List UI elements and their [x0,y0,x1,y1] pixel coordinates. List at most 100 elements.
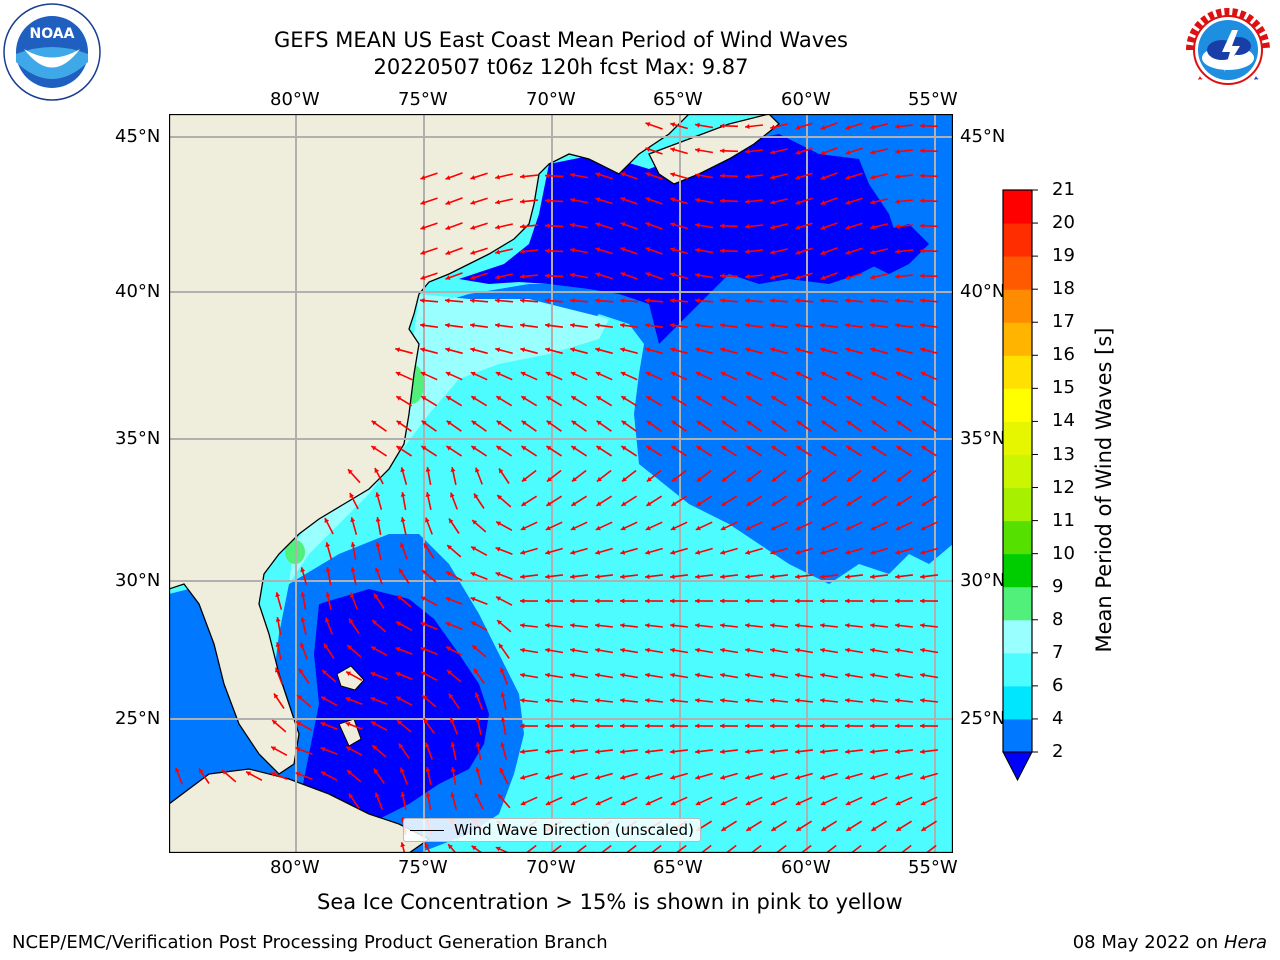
wave-direction-arrow [720,698,738,703]
wave-direction-arrow [645,197,663,205]
wave-direction-arrow [595,371,613,381]
wave-direction-arrow [920,347,938,355]
wave-direction-arrow [919,298,939,304]
wave-direction-arrow [770,495,788,507]
wave-direction-arrow [795,574,813,580]
wave-direction-arrow [771,469,787,483]
wave-direction-arrow [419,322,439,328]
wave-direction-arrow [419,298,439,304]
wave-direction-arrow [521,469,537,483]
wave-direction-arrow [469,298,489,304]
wave-direction-arrow [520,698,538,703]
wave-direction-arrow [670,147,688,155]
wave-direction-arrow [545,371,563,381]
wave-direction-arrow [396,719,412,733]
wave-direction-arrow [494,322,514,328]
wind-wave-arrows [175,122,939,853]
wave-direction-arrow [846,420,862,432]
wave-direction-arrow [420,272,438,280]
wave-direction-arrow [669,322,689,328]
wave-direction-arrow [347,468,361,484]
lon-label-top-65w: 65°W [653,89,703,110]
wave-direction-arrow [348,793,360,809]
wave-direction-arrow [769,322,789,328]
wave-direction-arrow [670,395,688,407]
wave-direction-arrow [520,371,538,381]
map-frame [169,114,953,853]
wave-direction-arrow [644,647,664,654]
wave-direction-arrow [545,395,563,407]
wave-direction-arrow [870,495,888,507]
wave-direction-arrow [519,174,539,179]
wave-direction-arrow [720,521,738,531]
wave-direction-arrow [569,723,589,729]
wave-direction-arrow [845,820,863,832]
wave-direction-arrow [620,272,638,280]
colorbar-tick-label: 19 [1052,245,1075,267]
wave-direction-arrow [794,298,814,304]
lat-label-right-25n: 25°N [960,708,1006,729]
wave-direction-arrow [645,623,663,628]
wave-direction-arrow [470,172,488,180]
wave-direction-arrow [421,694,437,708]
wave-direction-arrow [670,197,688,205]
wave-direction-arrow [719,248,739,254]
wave-direction-arrow [895,772,913,780]
wave-direction-arrow [919,223,939,229]
wave-direction-arrow [370,445,388,457]
wave-direction-arrow [644,723,664,729]
wave-direction-arrow [495,223,513,230]
wave-direction-arrow [470,371,488,381]
wave-direction-arrow [771,420,787,432]
wave-direction-arrow [474,692,484,710]
wave-direction-arrow [719,647,739,654]
wave-direction-arrow [569,222,589,229]
colorbar-tick-label: 12 [1052,476,1075,498]
wave-direction-arrow [745,224,763,229]
wave-direction-arrow [769,647,789,654]
wave-direction-arrow [425,466,432,486]
wave-direction-arrow [499,667,509,685]
map-title: GEFS MEAN US East Coast Mean Period of W… [274,28,848,52]
wave-direction-arrow [719,598,739,604]
wave-direction-arrow [845,395,863,407]
colorbar-tick-label: 9 [1052,575,1064,597]
colorbar-canvas [1002,189,1038,782]
wave-direction-arrow [569,672,589,679]
wave-direction-arrow [744,647,764,654]
wave-direction-arrow [375,542,382,560]
wave-direction-arrow [400,467,408,485]
wave-direction-arrow [871,469,887,483]
wave-direction-arrow [475,467,483,485]
wave-direction-arrow [744,723,764,729]
wave-direction-arrow [325,542,333,560]
wave-direction-arrow [325,617,333,635]
wave-direction-arrow [719,672,739,679]
wave-direction-arrow [870,698,888,703]
wave-direction-arrow [670,122,688,130]
wave-direction-arrow [645,147,663,155]
wave-direction-arrow [694,172,714,179]
period-band-7to8-coast [289,294,609,584]
wave-direction-arrow [420,395,438,407]
wave-direction-arrow [870,347,888,355]
wave-direction-arrow [620,623,638,628]
wave-direction-arrow [795,698,813,703]
wave-direction-arrow [919,672,939,679]
wave-direction-arrow [695,521,713,531]
wave-direction-arrow [450,467,457,485]
wave-direction-arrow [745,495,763,507]
wave-direction-arrow [670,222,688,230]
lat-label-left-30n: 30°N [115,570,161,591]
wave-direction-arrow [444,322,464,328]
wave-direction-arrow [323,643,335,659]
wave-direction-arrow [694,298,714,304]
wave-direction-arrow [520,445,538,457]
land-cuba [169,768,431,853]
wave-direction-arrow [869,598,889,604]
wave-direction-arrow [619,598,639,604]
wave-direction-arrow [794,322,814,328]
wave-direction-arrow [345,670,363,682]
wave-direction-arrow [669,598,689,604]
wave-direction-arrow [745,772,763,780]
